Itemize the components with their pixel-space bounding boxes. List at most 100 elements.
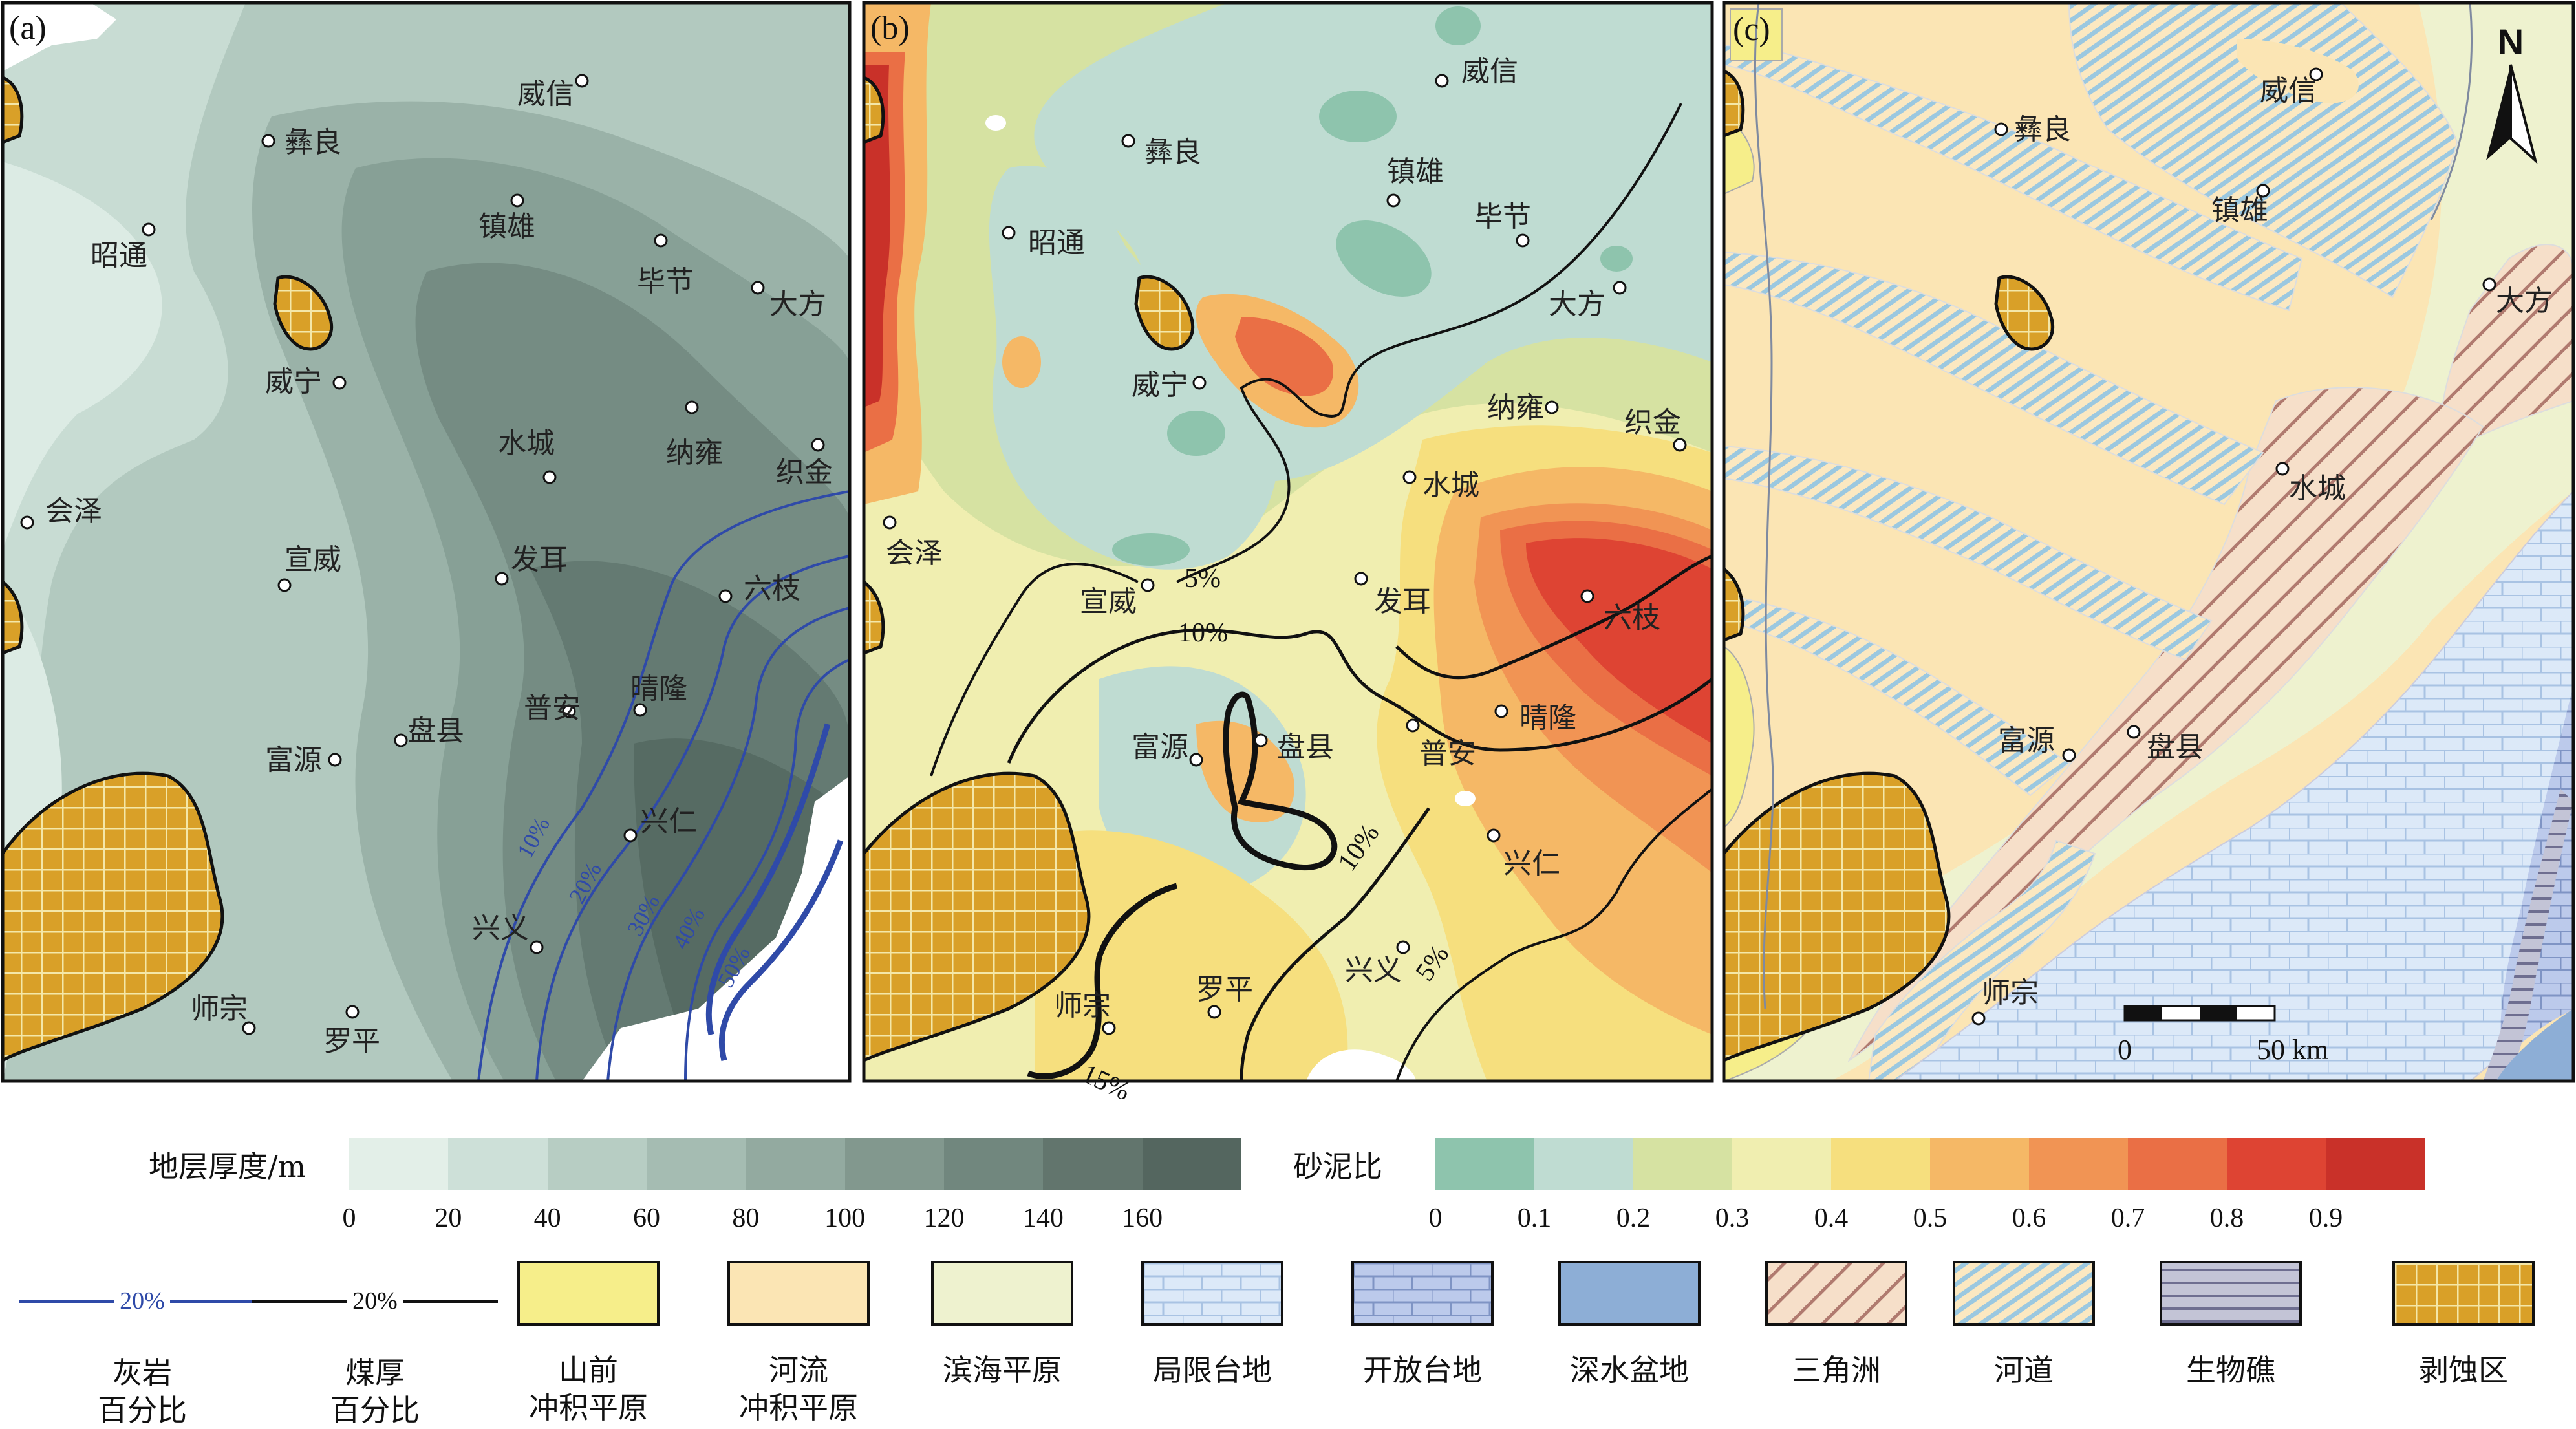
city-marker-icon bbox=[2482, 277, 2496, 292]
city-marker-icon bbox=[530, 940, 544, 954]
city-label-xingren-a: 兴仁 bbox=[640, 805, 697, 838]
panel-a-label: (a) bbox=[9, 10, 47, 47]
legend-limestone-pct-value: 20% bbox=[120, 1287, 165, 1315]
map-panel-a bbox=[3, 3, 850, 1081]
sandmud-legend-title: 砂泥比 bbox=[1293, 1149, 1382, 1184]
city-marker-icon bbox=[883, 515, 897, 530]
legend-deep-basin-text: 深水盆地 bbox=[1570, 1353, 1689, 1388]
city-label-shizong-b: 师宗 bbox=[1054, 989, 1111, 1022]
legend-limestone-pct: 20% 灰岩 百分比 bbox=[19, 1287, 265, 1429]
city-marker-icon bbox=[1545, 400, 1559, 414]
legend-limestone-pct-text: 灰岩 百分比 bbox=[98, 1355, 187, 1428]
city-label-panxian-a: 盘县 bbox=[407, 714, 464, 747]
city-label-shuicheng-c: 水城 bbox=[2289, 472, 2346, 505]
city-label-shuicheng-a: 水城 bbox=[498, 427, 555, 460]
city-label-yiliang-b: 彝良 bbox=[1144, 136, 1201, 169]
city-label-weixin-c: 威信 bbox=[2260, 74, 2317, 107]
coal-contour-10-west: 10% bbox=[1178, 618, 1228, 648]
legend-channel: 河道 bbox=[1946, 1261, 2101, 1389]
colorbar-tick-label: 0.4 bbox=[1814, 1203, 1849, 1233]
colorbar-tick-label: 0.6 bbox=[2012, 1203, 2046, 1233]
city-marker-icon bbox=[1580, 589, 1594, 603]
swatch-channel bbox=[1953, 1261, 2095, 1326]
colorbar-tick-label: 0 bbox=[1428, 1203, 1443, 1233]
city-label-liuzhi-b: 六枝 bbox=[1604, 601, 1660, 634]
city-marker-icon bbox=[623, 828, 638, 843]
city-marker-icon bbox=[1487, 828, 1501, 843]
legend-deep-basin: 深水盆地 bbox=[1552, 1261, 1707, 1389]
city-marker-icon bbox=[1207, 1005, 1221, 1019]
colorbar-segment bbox=[1534, 1138, 1633, 1190]
city-label-zhenxiong-b: 镇雄 bbox=[1387, 155, 1444, 188]
city-label-dafang-b: 大方 bbox=[1549, 288, 1605, 321]
city-label-xingyi-a: 兴义 bbox=[472, 912, 529, 945]
colorbar-tick-label: 60 bbox=[633, 1203, 660, 1233]
colorbar-tick-label: 40 bbox=[533, 1203, 561, 1233]
legend-delta: 三角洲 bbox=[1759, 1261, 1914, 1389]
colorbar-tick-label: 0.2 bbox=[1616, 1203, 1651, 1233]
legend-reef-text: 生物礁 bbox=[2186, 1353, 2275, 1388]
city-label-puan-a: 普安 bbox=[524, 692, 581, 725]
city-label-nayong-b: 纳雍 bbox=[1487, 391, 1544, 424]
city-marker-icon bbox=[277, 578, 292, 592]
city-marker-icon bbox=[2256, 184, 2270, 198]
colorbar-tick-label: 0.8 bbox=[2209, 1203, 2244, 1233]
swatch-deep-basin bbox=[1558, 1261, 1701, 1326]
map-panel-b bbox=[864, 3, 1712, 1081]
city-marker-icon bbox=[1613, 281, 1627, 295]
city-label-weining-a: 威宁 bbox=[265, 365, 322, 398]
city-marker-icon bbox=[811, 438, 825, 452]
colorbar-tick-label: 0 bbox=[342, 1203, 356, 1233]
colorbar-tick-label: 0.3 bbox=[1715, 1203, 1750, 1233]
city-label-bijie-a: 毕节 bbox=[637, 265, 694, 298]
swatch-delta bbox=[1765, 1261, 1907, 1326]
city-label-bijie-b: 毕节 bbox=[1474, 200, 1531, 233]
colorbar-segment bbox=[943, 1138, 1044, 1190]
panel-b-label: (b) bbox=[870, 10, 910, 47]
city-label-zhaotong-a: 昭通 bbox=[91, 239, 147, 272]
colorbar-segment bbox=[1142, 1138, 1241, 1190]
swatch-open-platform bbox=[1351, 1261, 1494, 1326]
city-label-xingren-b: 兴仁 bbox=[1503, 847, 1560, 880]
colorbar-segment bbox=[2326, 1138, 2425, 1190]
city-label-zhijin-a: 织金 bbox=[776, 456, 833, 489]
city-label-yiliang-a: 彝良 bbox=[284, 126, 341, 159]
city-label-faer-a: 发耳 bbox=[511, 543, 568, 576]
city-label-zhaotong-b: 昭通 bbox=[1028, 226, 1085, 259]
city-marker-icon bbox=[654, 233, 668, 248]
colorbar-tick-label: 160 bbox=[1122, 1203, 1163, 1233]
city-marker-icon bbox=[685, 400, 699, 414]
swatch-fluvial bbox=[727, 1261, 870, 1326]
city-marker-icon bbox=[1494, 704, 1508, 718]
city-marker-icon bbox=[1002, 226, 1016, 240]
legend-erosion-text: 剥蚀区 bbox=[2419, 1353, 2508, 1388]
colorbar-segment bbox=[1831, 1138, 1930, 1190]
city-marker-icon bbox=[1102, 1021, 1116, 1035]
swatch-coastal bbox=[931, 1261, 1073, 1326]
city-label-luoping-a: 罗平 bbox=[323, 1025, 380, 1058]
city-label-zhenxiong-a: 镇雄 bbox=[478, 210, 535, 243]
colorbar-tick-label: 0.9 bbox=[2308, 1203, 2343, 1233]
city-label-panxian-b: 盘县 bbox=[1277, 731, 1334, 764]
city-label-fuyuan-b: 富源 bbox=[1132, 731, 1188, 764]
colorbar-segment bbox=[844, 1138, 944, 1190]
city-marker-icon bbox=[332, 376, 347, 390]
colorbar-segment bbox=[547, 1138, 647, 1190]
swatch-reef bbox=[2160, 1261, 2302, 1326]
panel-b-frame bbox=[862, 1, 1714, 1083]
colorbar-tick-label: 120 bbox=[923, 1203, 965, 1233]
city-label-weining-b: 威宁 bbox=[1132, 369, 1188, 402]
city-marker-icon bbox=[2062, 748, 2076, 762]
panel-c-label: (c) bbox=[1733, 11, 1770, 48]
city-marker-icon bbox=[1994, 122, 2008, 136]
thickness-colorbar bbox=[349, 1138, 1241, 1190]
city-marker-icon bbox=[718, 589, 733, 603]
city-label-weixin-a: 威信 bbox=[517, 78, 574, 111]
city-label-fuyuan-c: 富源 bbox=[1998, 724, 2055, 757]
city-label-liuzhi-a: 六枝 bbox=[744, 572, 800, 605]
city-marker-icon bbox=[2275, 462, 2290, 476]
city-label-weixin-b: 威信 bbox=[1461, 55, 1518, 88]
city-label-xingyi-b: 兴义 bbox=[1345, 954, 1402, 987]
city-label-qinglong-a: 晴隆 bbox=[630, 672, 687, 705]
city-label-xuanwei-a: 宣威 bbox=[284, 543, 341, 576]
